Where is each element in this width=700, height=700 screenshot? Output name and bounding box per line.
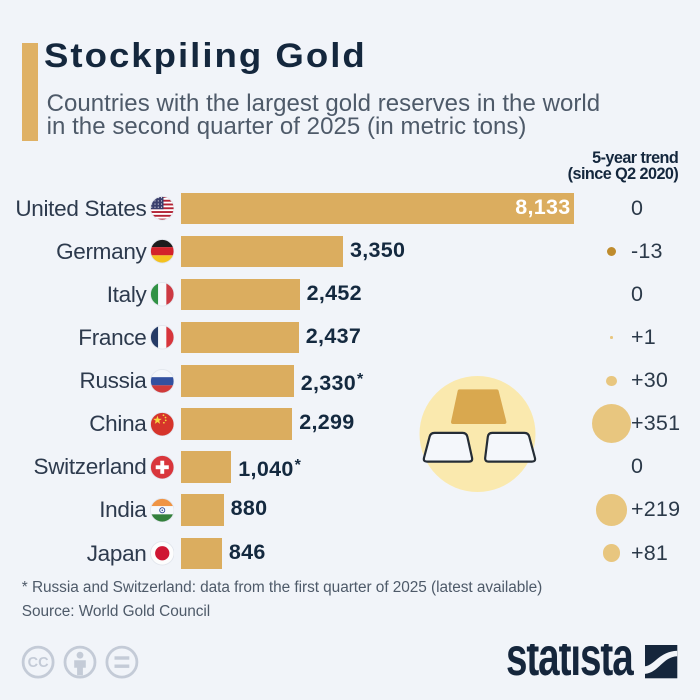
svg-text:CC: CC [28,655,49,671]
